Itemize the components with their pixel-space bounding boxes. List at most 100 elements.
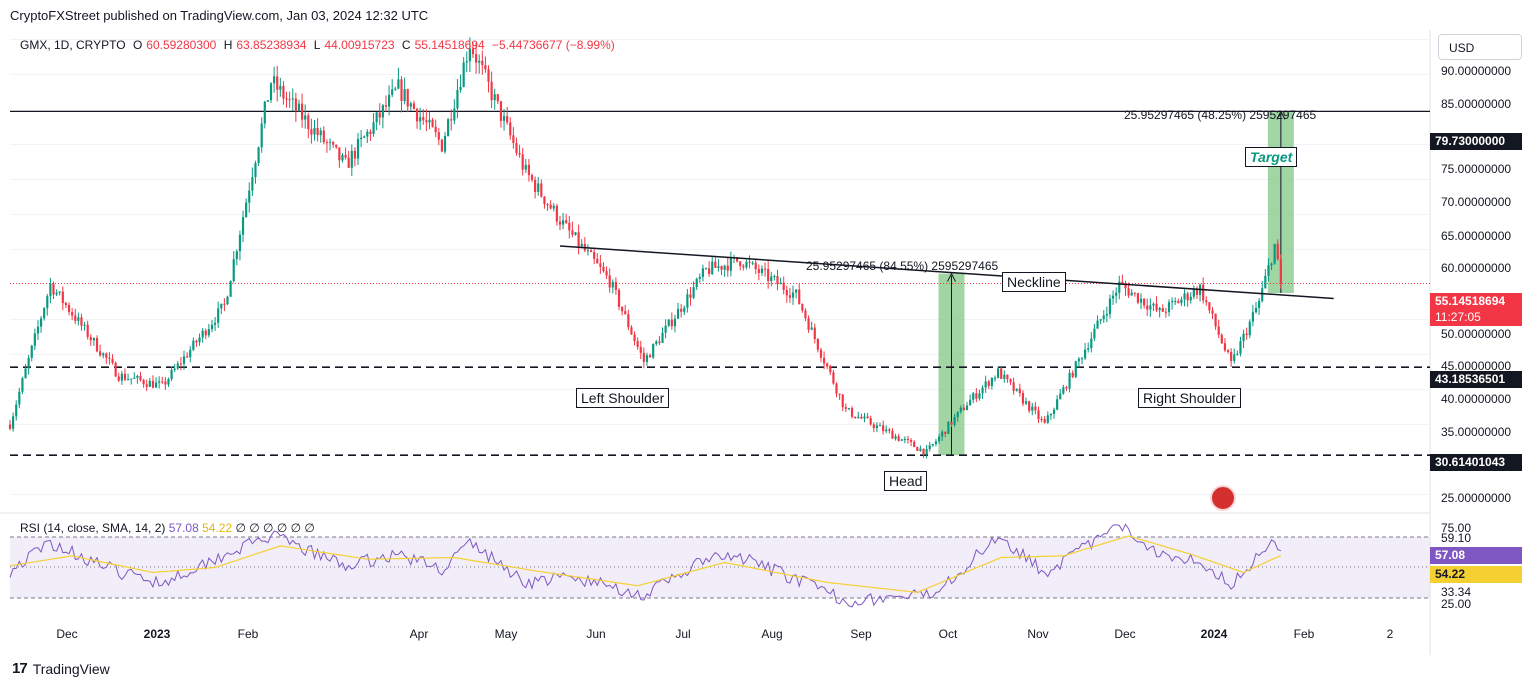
- candle-body: [577, 232, 580, 247]
- candle-body: [655, 341, 658, 345]
- candle-body: [882, 425, 885, 432]
- candle-body: [198, 337, 201, 343]
- rsi-tick: 75.00: [1441, 521, 1472, 535]
- candle-body: [1205, 300, 1208, 303]
- high-label: H: [223, 38, 233, 52]
- candle-body: [347, 157, 350, 168]
- candle-body: [832, 372, 835, 384]
- candle-body: [49, 283, 52, 297]
- candle-body: [316, 127, 319, 136]
- candle-body: [1242, 333, 1245, 342]
- grid-lines: [10, 39, 1430, 495]
- candle-body: [83, 324, 86, 326]
- candle-body: [869, 418, 872, 425]
- candle-body: [813, 327, 816, 339]
- candle-body: [332, 142, 335, 145]
- candle-body: [695, 278, 698, 288]
- candle-body: [450, 119, 453, 121]
- candle-body: [835, 383, 838, 394]
- candle-body: [24, 368, 27, 379]
- candle-body: [593, 252, 596, 259]
- candle-body: [263, 101, 266, 124]
- candle-body: [934, 441, 938, 445]
- candle-body: [518, 153, 521, 155]
- rsi-legend[interactable]: RSI (14, close, SMA, 14, 2) 57.08 54.22 …: [20, 521, 315, 535]
- candle-body: [1018, 388, 1021, 394]
- candle-body: [527, 164, 530, 176]
- candle-body: [468, 48, 471, 62]
- candle-body: [717, 266, 720, 268]
- rsi-legend-label: RSI (14, close, SMA, 14, 2): [20, 521, 166, 535]
- candle-body: [854, 416, 857, 418]
- last-price-tag: 55.14518694: [1430, 293, 1522, 310]
- candle-body: [910, 439, 913, 442]
- candle-body: [1208, 302, 1211, 311]
- candle-body: [8, 424, 12, 429]
- tradingview-logo[interactable]: 17 TradingView: [12, 660, 110, 677]
- candle-body: [683, 307, 686, 312]
- candle-body: [496, 94, 499, 102]
- candle-body: [795, 289, 798, 293]
- candle-body: [1115, 292, 1118, 296]
- candle-body: [92, 338, 95, 341]
- candle-body: [1015, 388, 1018, 391]
- time-tick: 2023: [143, 627, 171, 641]
- candle-body: [704, 268, 708, 270]
- candle-body: [415, 108, 419, 122]
- candle-body: [248, 190, 251, 203]
- candle-body: [64, 303, 68, 305]
- rsi-sma-line: [9, 535, 1282, 594]
- measured-move-arrowhead: [947, 272, 956, 282]
- candle-body: [120, 373, 123, 381]
- price-tick: 60.00000000: [1441, 261, 1512, 275]
- candle-body: [139, 375, 142, 381]
- us-flag-icon[interactable]: [1210, 485, 1236, 511]
- candle-body: [552, 205, 555, 209]
- candle-body: [636, 341, 639, 347]
- candle-body: [645, 355, 649, 362]
- candle-body: [1273, 243, 1276, 264]
- candle-body: [403, 89, 406, 102]
- candle-body: [866, 416, 869, 419]
- candle-body: [1124, 283, 1127, 289]
- symbol-label[interactable]: GMX, 1D, CRYPTO: [20, 38, 126, 52]
- candle-body: [847, 408, 851, 410]
- candle-body: [953, 417, 956, 425]
- candle-body: [791, 292, 795, 298]
- candle-body: [1130, 292, 1133, 296]
- candle-body: [925, 448, 928, 455]
- time-tick: May: [494, 627, 518, 641]
- candle-body: [291, 98, 294, 100]
- candle-body: [406, 89, 409, 107]
- candle-body: [74, 315, 77, 321]
- candle-body: [770, 276, 773, 282]
- candle-body: [114, 362, 117, 377]
- candle-body: [158, 381, 161, 383]
- candle-body: [130, 378, 133, 380]
- candle-body: [269, 83, 273, 101]
- candle-body: [335, 144, 338, 148]
- candle-body: [1233, 354, 1236, 361]
- candle-body: [1167, 302, 1171, 313]
- candle-body: [838, 393, 841, 395]
- candle-body: [276, 76, 279, 90]
- candle-body: [453, 108, 456, 121]
- countdown-tag: 11:27:05: [1430, 309, 1522, 326]
- candle-body: [27, 357, 30, 369]
- candle-body: [12, 416, 15, 429]
- candle-body: [484, 65, 487, 70]
- candle-body: [394, 88, 397, 90]
- candle-body: [875, 425, 879, 429]
- candle-body: [652, 344, 655, 358]
- candle-body: [58, 291, 61, 293]
- rsi-band: [10, 537, 1430, 598]
- candle-body: [714, 261, 717, 268]
- candle-body: [555, 205, 558, 222]
- candle-body: [1214, 313, 1217, 327]
- candle-body: [1121, 281, 1124, 284]
- candle-body: [965, 405, 969, 410]
- candle-body: [1102, 315, 1105, 320]
- currency-button[interactable]: USD: [1438, 34, 1522, 60]
- candle-body: [133, 377, 136, 379]
